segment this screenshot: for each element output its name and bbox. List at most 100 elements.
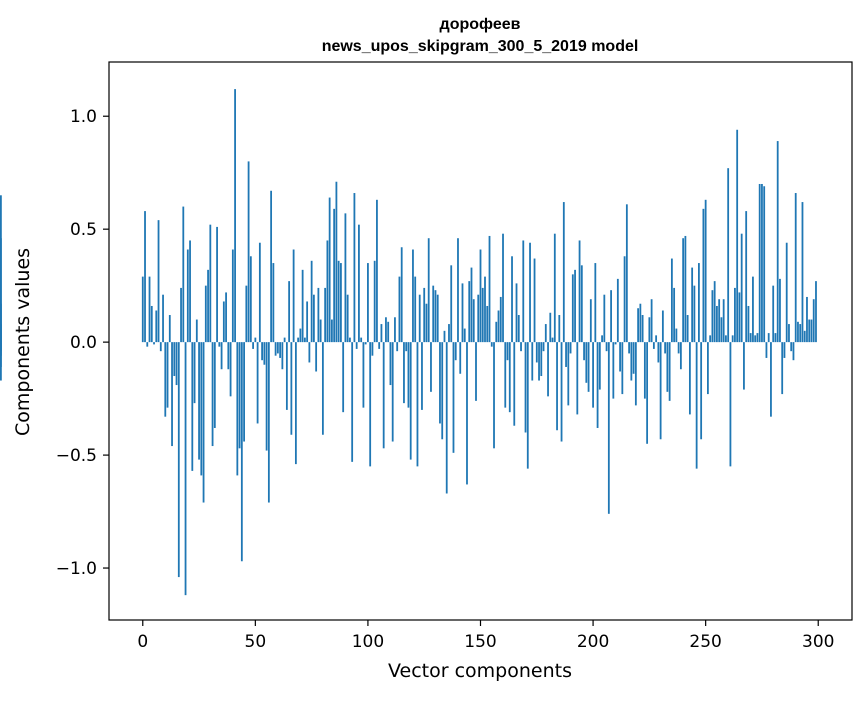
bar-254 bbox=[713, 281, 716, 343]
bar-201 bbox=[594, 263, 597, 343]
bar-31 bbox=[211, 342, 214, 447]
bar-53 bbox=[261, 342, 263, 361]
bar-213 bbox=[621, 342, 624, 395]
bar-139 bbox=[454, 342, 457, 361]
bar-223 bbox=[643, 342, 646, 399]
bar-undefined bbox=[0, 195, 2, 343]
bar-286 bbox=[785, 242, 788, 343]
bar-245 bbox=[693, 285, 696, 343]
bar-299 bbox=[815, 281, 817, 343]
bar-89 bbox=[342, 342, 345, 413]
bar-209 bbox=[612, 342, 615, 399]
bar-221 bbox=[639, 303, 642, 343]
bar-211 bbox=[616, 278, 619, 343]
bar-203 bbox=[598, 342, 601, 390]
bar-252 bbox=[709, 335, 712, 343]
bar-20 bbox=[186, 249, 189, 343]
bar-208 bbox=[610, 290, 612, 343]
bar-274 bbox=[758, 183, 761, 343]
x-axis-ticks: 0 50 100 150 200 250 300 bbox=[137, 620, 834, 652]
bar-91 bbox=[346, 294, 349, 343]
bar-266 bbox=[740, 233, 743, 343]
bar-4 bbox=[150, 305, 153, 343]
bar-43 bbox=[238, 342, 241, 449]
bar-130 bbox=[434, 290, 437, 343]
bar-231 bbox=[661, 310, 664, 343]
bar-undefined bbox=[0, 342, 2, 381]
bar-114 bbox=[398, 276, 401, 343]
bar-246 bbox=[695, 342, 698, 469]
bar-206 bbox=[605, 342, 608, 352]
bar-96 bbox=[358, 224, 360, 343]
x-tick-label: 200 bbox=[577, 632, 609, 652]
bar-44 bbox=[240, 342, 243, 562]
bar-159 bbox=[499, 296, 502, 343]
bar-76 bbox=[312, 294, 315, 343]
bar-67 bbox=[292, 249, 295, 343]
bar-171 bbox=[526, 342, 529, 469]
bar-137 bbox=[450, 265, 453, 343]
bar-1 bbox=[144, 211, 146, 343]
bar-143 bbox=[463, 328, 466, 343]
bar-157 bbox=[495, 321, 498, 343]
bar-105 bbox=[378, 342, 381, 349]
bar-236 bbox=[673, 287, 676, 343]
bar-104 bbox=[376, 199, 378, 343]
bar-30 bbox=[209, 224, 212, 343]
bar-103 bbox=[373, 260, 376, 343]
bar-120 bbox=[412, 249, 414, 343]
bar-55 bbox=[265, 342, 268, 451]
bar-174 bbox=[533, 258, 536, 343]
bar-260 bbox=[727, 168, 730, 343]
bar-122 bbox=[416, 342, 419, 467]
bar-180 bbox=[547, 342, 549, 397]
bar-234 bbox=[668, 342, 671, 401]
bar-283 bbox=[779, 278, 781, 343]
bar-97 bbox=[360, 337, 363, 343]
bar-115 bbox=[400, 247, 403, 343]
bar-2 bbox=[146, 342, 149, 347]
bar-9 bbox=[162, 294, 164, 343]
bar-109 bbox=[387, 321, 390, 343]
bar-17 bbox=[180, 287, 182, 343]
bar-135 bbox=[445, 342, 448, 494]
bar-21 bbox=[189, 240, 191, 343]
bar-295 bbox=[806, 296, 808, 343]
bar-15 bbox=[175, 342, 178, 386]
bar-285 bbox=[783, 342, 786, 358]
bar-207 bbox=[607, 342, 610, 514]
bar-46 bbox=[245, 285, 248, 343]
bar-216 bbox=[628, 342, 630, 354]
bar-132 bbox=[439, 342, 441, 424]
bar-166 bbox=[515, 283, 518, 343]
bar-83 bbox=[328, 197, 331, 343]
bar-264 bbox=[736, 129, 739, 343]
bar-108 bbox=[385, 317, 387, 343]
bar-127 bbox=[427, 238, 430, 343]
bar-10 bbox=[164, 342, 167, 417]
bar-258 bbox=[722, 299, 725, 343]
bar-182 bbox=[551, 337, 554, 343]
bar-41 bbox=[234, 89, 236, 343]
bar-210 bbox=[614, 342, 617, 345]
bar-128 bbox=[430, 342, 432, 392]
bar-73 bbox=[306, 301, 309, 343]
bar-191 bbox=[571, 274, 574, 343]
bar-16 bbox=[177, 342, 180, 578]
bar-61 bbox=[279, 342, 282, 358]
bar-190 bbox=[569, 342, 572, 354]
bar-144 bbox=[466, 342, 468, 485]
bar-224 bbox=[646, 342, 649, 444]
bar-249 bbox=[702, 208, 705, 343]
bar-18 bbox=[182, 206, 185, 343]
bar-88 bbox=[340, 263, 342, 343]
bar-99 bbox=[364, 342, 367, 345]
bar-268 bbox=[745, 211, 748, 343]
bar-6 bbox=[155, 310, 158, 343]
bar-136 bbox=[448, 324, 450, 343]
bar-112 bbox=[394, 317, 396, 343]
bar-54 bbox=[263, 342, 266, 365]
bar-35 bbox=[220, 342, 223, 370]
bar-49 bbox=[252, 342, 254, 349]
bar-58 bbox=[272, 263, 275, 343]
